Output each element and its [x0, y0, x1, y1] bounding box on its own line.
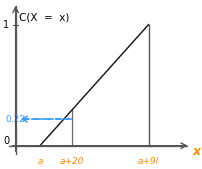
Text: 1: 1 [3, 20, 9, 30]
Text: a: a [37, 157, 42, 166]
Text: a+9l: a+9l [137, 157, 158, 166]
Text: C(X  =  x): C(X = x) [19, 13, 69, 22]
Text: x: x [191, 145, 199, 158]
Text: 0.22: 0.22 [5, 115, 25, 124]
Text: a+20: a+20 [60, 157, 84, 166]
Text: 0: 0 [3, 136, 9, 146]
